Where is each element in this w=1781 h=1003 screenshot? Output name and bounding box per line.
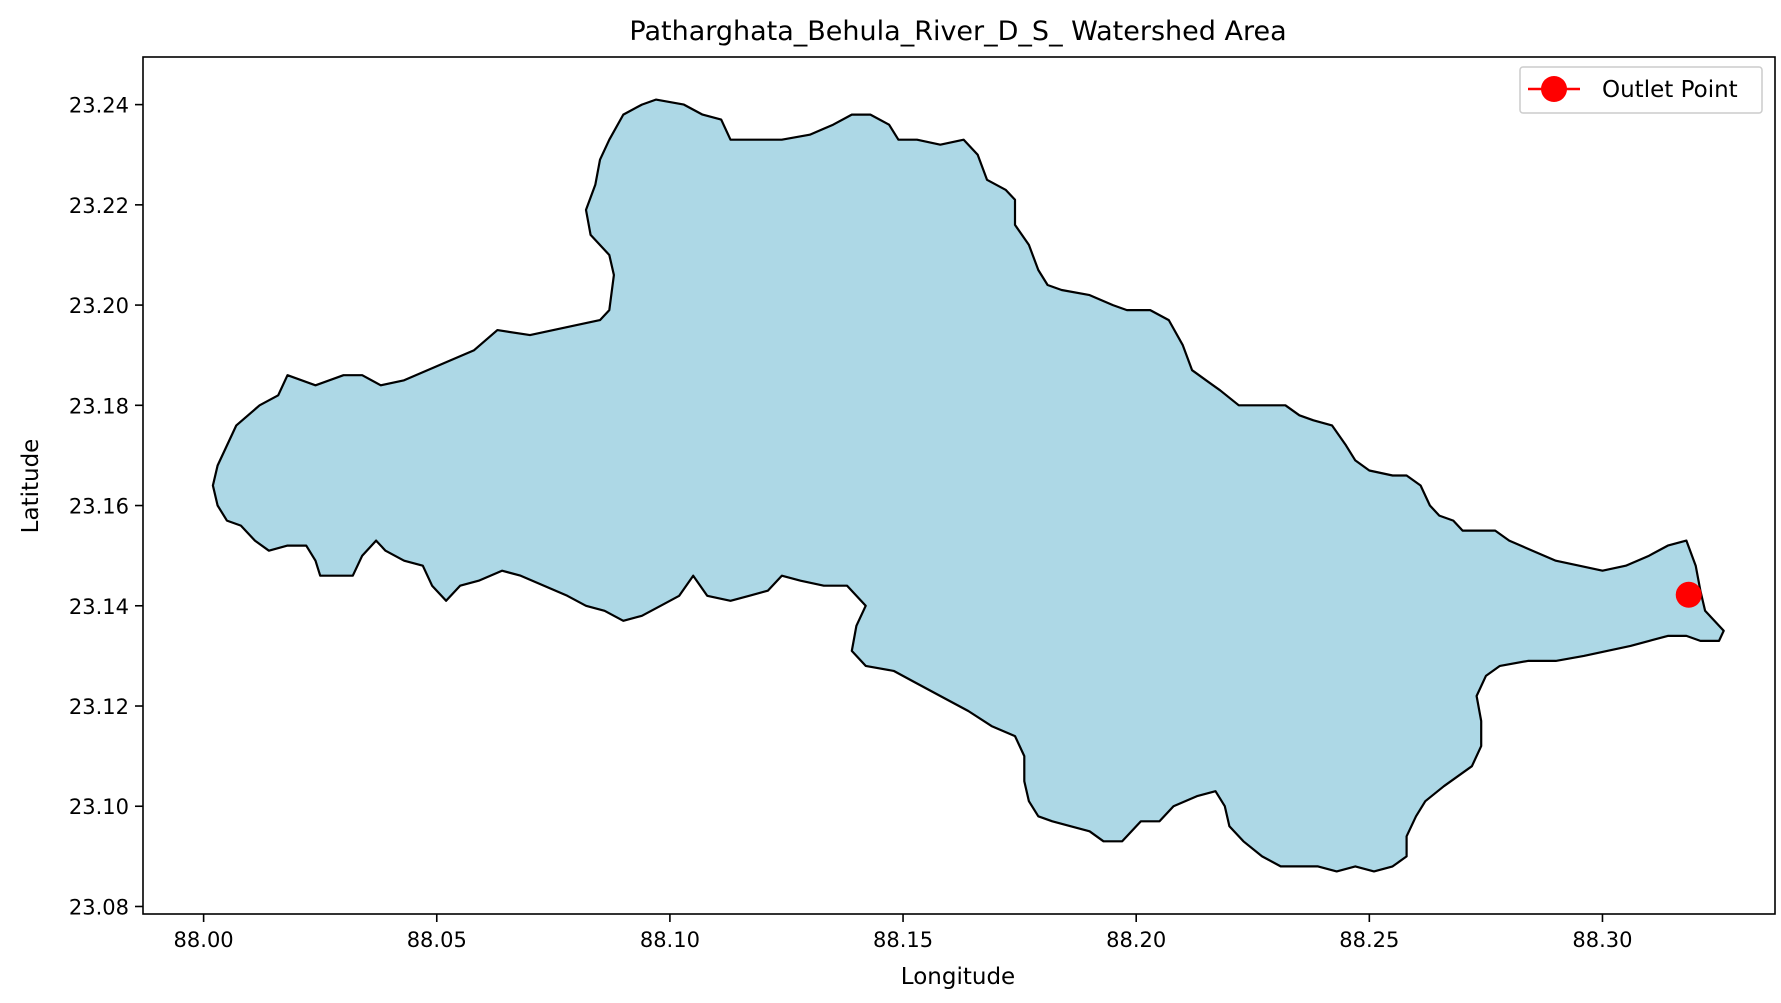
x-axis-label: Longitude: [901, 964, 1015, 990]
plot-area: [211, 98, 1725, 873]
y-tick-label: 23.24: [69, 94, 129, 118]
legend: Outlet Point: [1519, 66, 1763, 114]
legend-box: [1519, 66, 1763, 114]
y-tick-label: 23.16: [69, 495, 129, 519]
x-tick-label: 88.10: [640, 928, 700, 952]
y-tick-label: 23.10: [69, 795, 129, 819]
x-tick-label: 88.05: [407, 928, 467, 952]
x-tick-label: 88.25: [1339, 928, 1399, 952]
x-tick-label: 88.30: [1572, 928, 1632, 952]
y-axis-label: Latitude: [18, 439, 44, 534]
x-tick-label: 88.15: [873, 928, 933, 952]
y-tick-label: 23.14: [69, 595, 129, 619]
x-axis: 88.00 88.05 88.10 88.15 88.20 88.25 88.30: [174, 914, 1633, 952]
y-tick-label: 23.22: [69, 194, 129, 218]
y-axis: 23.08 23.10 23.12 23.14 23.16 23.18 23.20 23.22…: [69, 94, 143, 919]
x-tick-label: 88.00: [174, 928, 234, 952]
legend-label-outlet-point: Outlet Point: [1602, 77, 1738, 103]
y-tick-label: 23.08: [69, 895, 129, 919]
y-tick-label: 23.18: [69, 394, 129, 418]
x-tick-label: 88.20: [1106, 928, 1166, 952]
y-tick-label: 23.20: [69, 294, 129, 318]
plot-frame: [142, 56, 1776, 915]
watershed-polygon: [211, 98, 1725, 873]
y-tick-label: 23.12: [69, 695, 129, 719]
chart-title: Patharghata_Behula_River_D_S_ Watershed …: [629, 16, 1286, 47]
legend-marker-swatch: [1541, 76, 1567, 102]
outlet-point-marker: [1675, 581, 1702, 608]
